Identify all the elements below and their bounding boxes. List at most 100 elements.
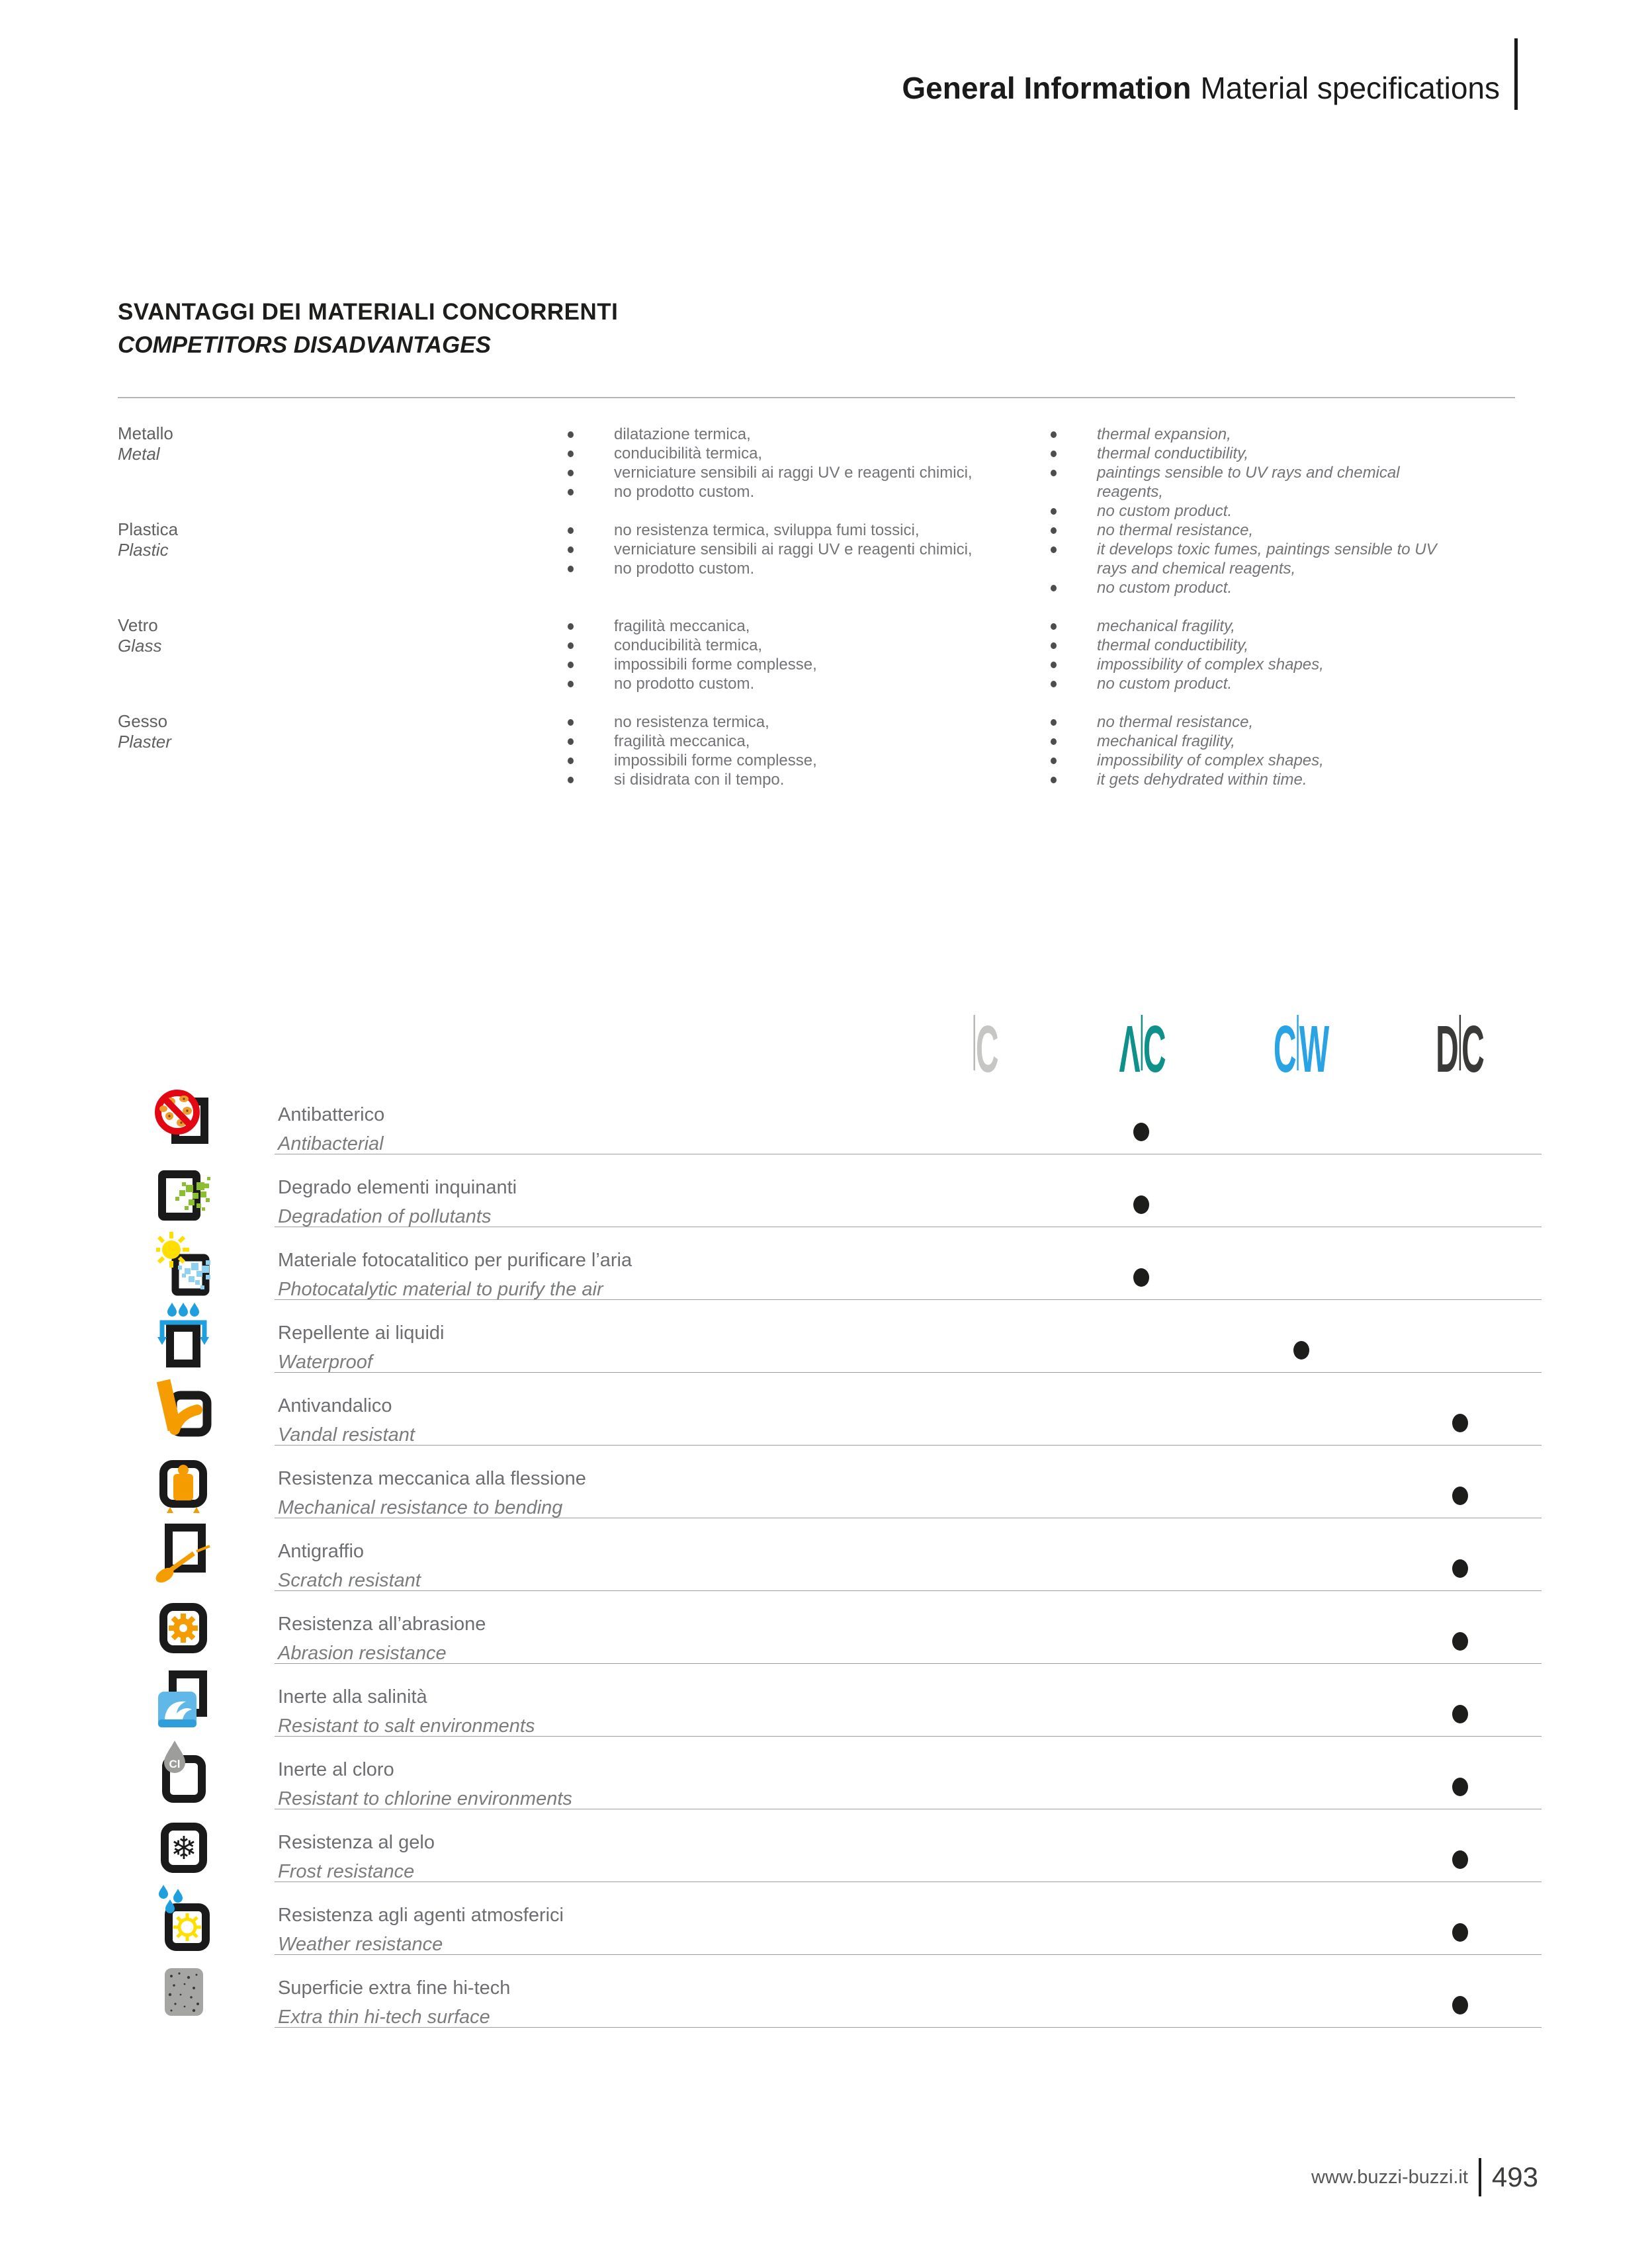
material-points-it: fragilità meccanica, conducibilità termic…: [566, 617, 1003, 693]
presence-dot-dc: [1452, 1632, 1468, 1651]
presence-dot-dc: [1452, 1778, 1468, 1796]
brand-letter: D: [1436, 1012, 1459, 1086]
page-number: 493: [1491, 2161, 1538, 2192]
row-divider: [275, 1299, 1542, 1300]
material-points-it: no resistenza termica, sviluppa fumi tos…: [566, 521, 1003, 578]
property-label-it: Antivandalico: [278, 1395, 392, 1416]
material-name-en: Metal: [118, 444, 160, 464]
bullet-item: si disidrata con il tempo.: [566, 770, 1003, 789]
page-title-regular: Material specifications: [1200, 71, 1500, 105]
bullet-item: no resistenza termica, sviluppa fumi tos…: [566, 521, 1003, 540]
presence-dot-dc: [1452, 1487, 1468, 1505]
bullet-item: thermal conductibility,: [1049, 444, 1466, 463]
property-label-en: Resistant to salt environments: [278, 1715, 535, 1737]
photocatalytic-icon: [155, 1230, 211, 1296]
material-points-it: no resistenza termica, fragilità meccanic…: [566, 713, 1003, 789]
material-name-it: Gesso: [118, 711, 168, 731]
salt-icon: [155, 1666, 211, 1733]
brand-logo-bar: [1459, 1015, 1461, 1070]
material-name-en: Plastic: [118, 540, 169, 560]
bullet-item: impossibility of complex shapes,: [1049, 751, 1466, 770]
presence-dot-ac: [1133, 1268, 1149, 1287]
property-row: Inerte alla salinità Resistant to salt en…: [155, 1664, 1542, 1737]
bullet-item: no thermal resistance,: [1049, 713, 1466, 732]
brand-letter: C: [1273, 1012, 1297, 1086]
property-label-en: Extra thin hi-tech surface: [278, 2007, 490, 2028]
presence-dot-dc: [1452, 1414, 1468, 1432]
brand-letter: Λ: [1119, 1012, 1141, 1086]
property-label-it: Repellente ai liquidi: [278, 1322, 445, 1344]
property-row: Superficie extra fine hi-tech Extra thin …: [155, 1955, 1542, 2028]
material-name: Metallo Metal: [118, 423, 173, 464]
row-divider: [275, 1445, 1542, 1446]
page-title: General Information Material specificatio…: [902, 70, 1500, 106]
property-row: ❄ Resistenza al gelo Frost resistance: [155, 1809, 1542, 1882]
footer: www.buzzi-buzzi.it 493: [1311, 2158, 1538, 2196]
brand-logo-bar: [1297, 1015, 1299, 1070]
property-row: Antigraffio Scratch resistant: [155, 1518, 1542, 1591]
scratch-icon: [155, 1521, 211, 1587]
vandal-icon: [155, 1375, 212, 1442]
property-label-en: Weather resistance: [278, 1934, 443, 1955]
property-label-en: Waterproof: [278, 1352, 372, 1373]
brand-letter: W: [1299, 1012, 1330, 1086]
brand-letter: C: [1461, 1012, 1485, 1086]
row-divider: [275, 1736, 1542, 1737]
row-divider: [275, 1954, 1542, 1955]
property-label-en: Photocatalytic material to purify the ai…: [278, 1279, 603, 1300]
property-row: Resistenza all’abrasione Abrasion resista…: [155, 1591, 1542, 1664]
property-label-en: Mechanical resistance to bending: [278, 1497, 563, 1518]
property-label-it: Antibatterico: [278, 1104, 385, 1125]
material-name-it: Vetro: [118, 615, 158, 635]
brand-logo-bar: [1141, 1015, 1143, 1070]
property-label-it: Inerte alla salinità: [278, 1686, 427, 1708]
presence-dot-dc: [1452, 1996, 1468, 2014]
row-divider: [275, 1372, 1542, 1373]
presence-dot-ac: [1133, 1195, 1149, 1214]
brand-logo-c: C: [959, 1015, 1012, 1082]
bullet-item: impossibility of complex shapes,: [1049, 655, 1466, 674]
property-label-it: Degrado elementi inquinanti: [278, 1177, 517, 1198]
bullet-item: mechanical fragility,: [1049, 617, 1466, 636]
bullet-item: no custom product.: [1049, 501, 1466, 521]
property-label-en: Antibacterial: [278, 1133, 384, 1154]
footer-divider: [1478, 2158, 1481, 2196]
property-row: Antibatterico Antibacterial: [155, 1082, 1542, 1154]
brand-logo-bar: [973, 1015, 975, 1070]
bullet-item: dilatazione termica,: [566, 425, 1003, 444]
waterproof-icon: [155, 1303, 211, 1369]
presence-dot-dc: [1452, 1850, 1468, 1869]
bullet-item: verniciature sensibili ai raggi UV e rea…: [566, 540, 1003, 559]
section-title-en: COMPETITORS DISADVANTAGES: [118, 332, 491, 358]
property-row: Resistenza agli agenti atmosferici Weathe…: [155, 1882, 1542, 1955]
property-label-it: Materiale fotocatalitico per purificare …: [278, 1250, 632, 1271]
property-row: Cl Inerte al cloro Resistant to chlorine e…: [155, 1737, 1542, 1809]
bullet-item: verniciature sensibili ai raggi UV e rea…: [566, 463, 1003, 482]
property-label-it: Resistenza agli agenti atmosferici: [278, 1905, 564, 1926]
page-title-bold: General Information: [902, 71, 1192, 105]
bullet-item: conducibilità termica,: [566, 444, 1003, 463]
material-name-en: Plaster: [118, 732, 171, 752]
row-divider: [275, 1590, 1542, 1591]
property-label-it: Resistenza all’abrasione: [278, 1614, 486, 1635]
section-title-it: SVANTAGGI DEI MATERIALI CONCORRENTI: [118, 299, 619, 325]
header-rule: [1514, 38, 1518, 110]
footer-url[interactable]: www.buzzi-buzzi.it: [1311, 2166, 1468, 2188]
property-row: Resistenza meccanica alla flessione Mecha…: [155, 1446, 1542, 1518]
svg-text:Cl: Cl: [169, 1758, 181, 1770]
bullet-item: it gets dehydrated within time.: [1049, 770, 1466, 789]
presence-dot-dc: [1452, 1923, 1468, 1942]
bullet-item: impossibili forme complesse,: [566, 655, 1003, 674]
material-points-en: no thermal resistance, mechanical fragili…: [1049, 713, 1466, 789]
bullet-item: no custom product.: [1049, 578, 1466, 597]
pollutants-icon: [155, 1157, 211, 1223]
material-points-it: dilatazione termica, conducibilità termic…: [566, 425, 1003, 501]
bullet-item: thermal conductibility,: [1049, 636, 1466, 655]
row-divider: [275, 1663, 1542, 1664]
weather-icon: [155, 1885, 211, 1951]
chlorine-icon: Cl: [155, 1739, 211, 1805]
